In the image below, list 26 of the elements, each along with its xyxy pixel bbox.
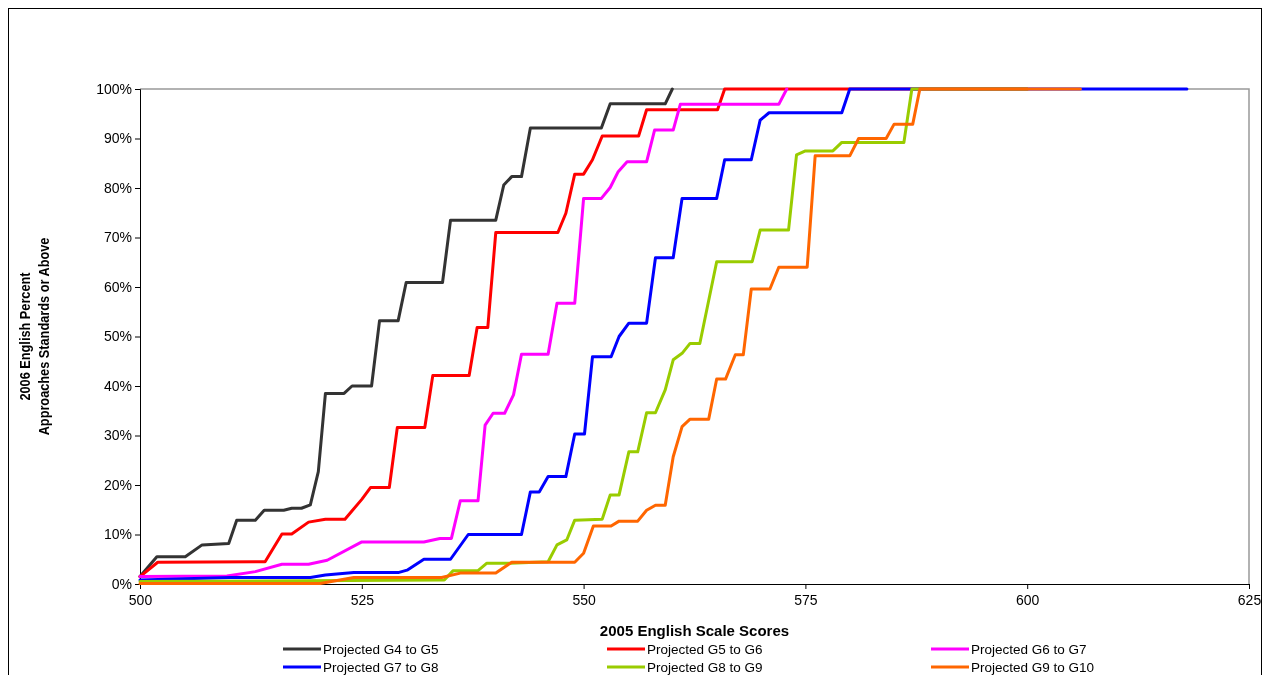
y-tick-label: 0% (111, 575, 132, 592)
x-tick-label: 500 (128, 591, 153, 608)
y-tick-label: 80% (103, 179, 132, 196)
x-tick-label: 525 (350, 591, 375, 608)
y-tick-label: 30% (103, 427, 132, 444)
legend-label: Projected G8 to G9 (647, 660, 763, 675)
x-axis-title: 2005 English Scale Scores (599, 622, 790, 639)
x-tick-label: 625 (1237, 591, 1262, 608)
y-tick-label: 50% (103, 328, 132, 345)
legend-label: Projected G4 to G5 (323, 642, 439, 657)
legend-label: Projected G9 to G10 (971, 660, 1095, 675)
y-tick-label: 100% (96, 80, 132, 97)
y-axis-title: 2006 English Percent Approaches Standards or Above (15, 237, 53, 436)
x-tick-label: 550 (572, 591, 596, 608)
y-tick-label: 40% (103, 377, 132, 394)
y-tick-label: 90% (103, 130, 132, 147)
y-tick-label: 10% (103, 526, 132, 543)
y-tick-label: 70% (103, 229, 132, 246)
y-tick-label: 60% (103, 278, 132, 295)
legend-label: Projected G7 to G8 (323, 660, 439, 675)
line-series (138, 87, 789, 579)
x-tick-label: 575 (794, 591, 818, 608)
legend-label: Projected G6 to G7 (971, 642, 1087, 657)
legend-label: Projected G5 to G6 (647, 642, 763, 657)
y-tick-label: 20% (103, 476, 132, 493)
x-tick-label: 600 (1016, 591, 1040, 608)
